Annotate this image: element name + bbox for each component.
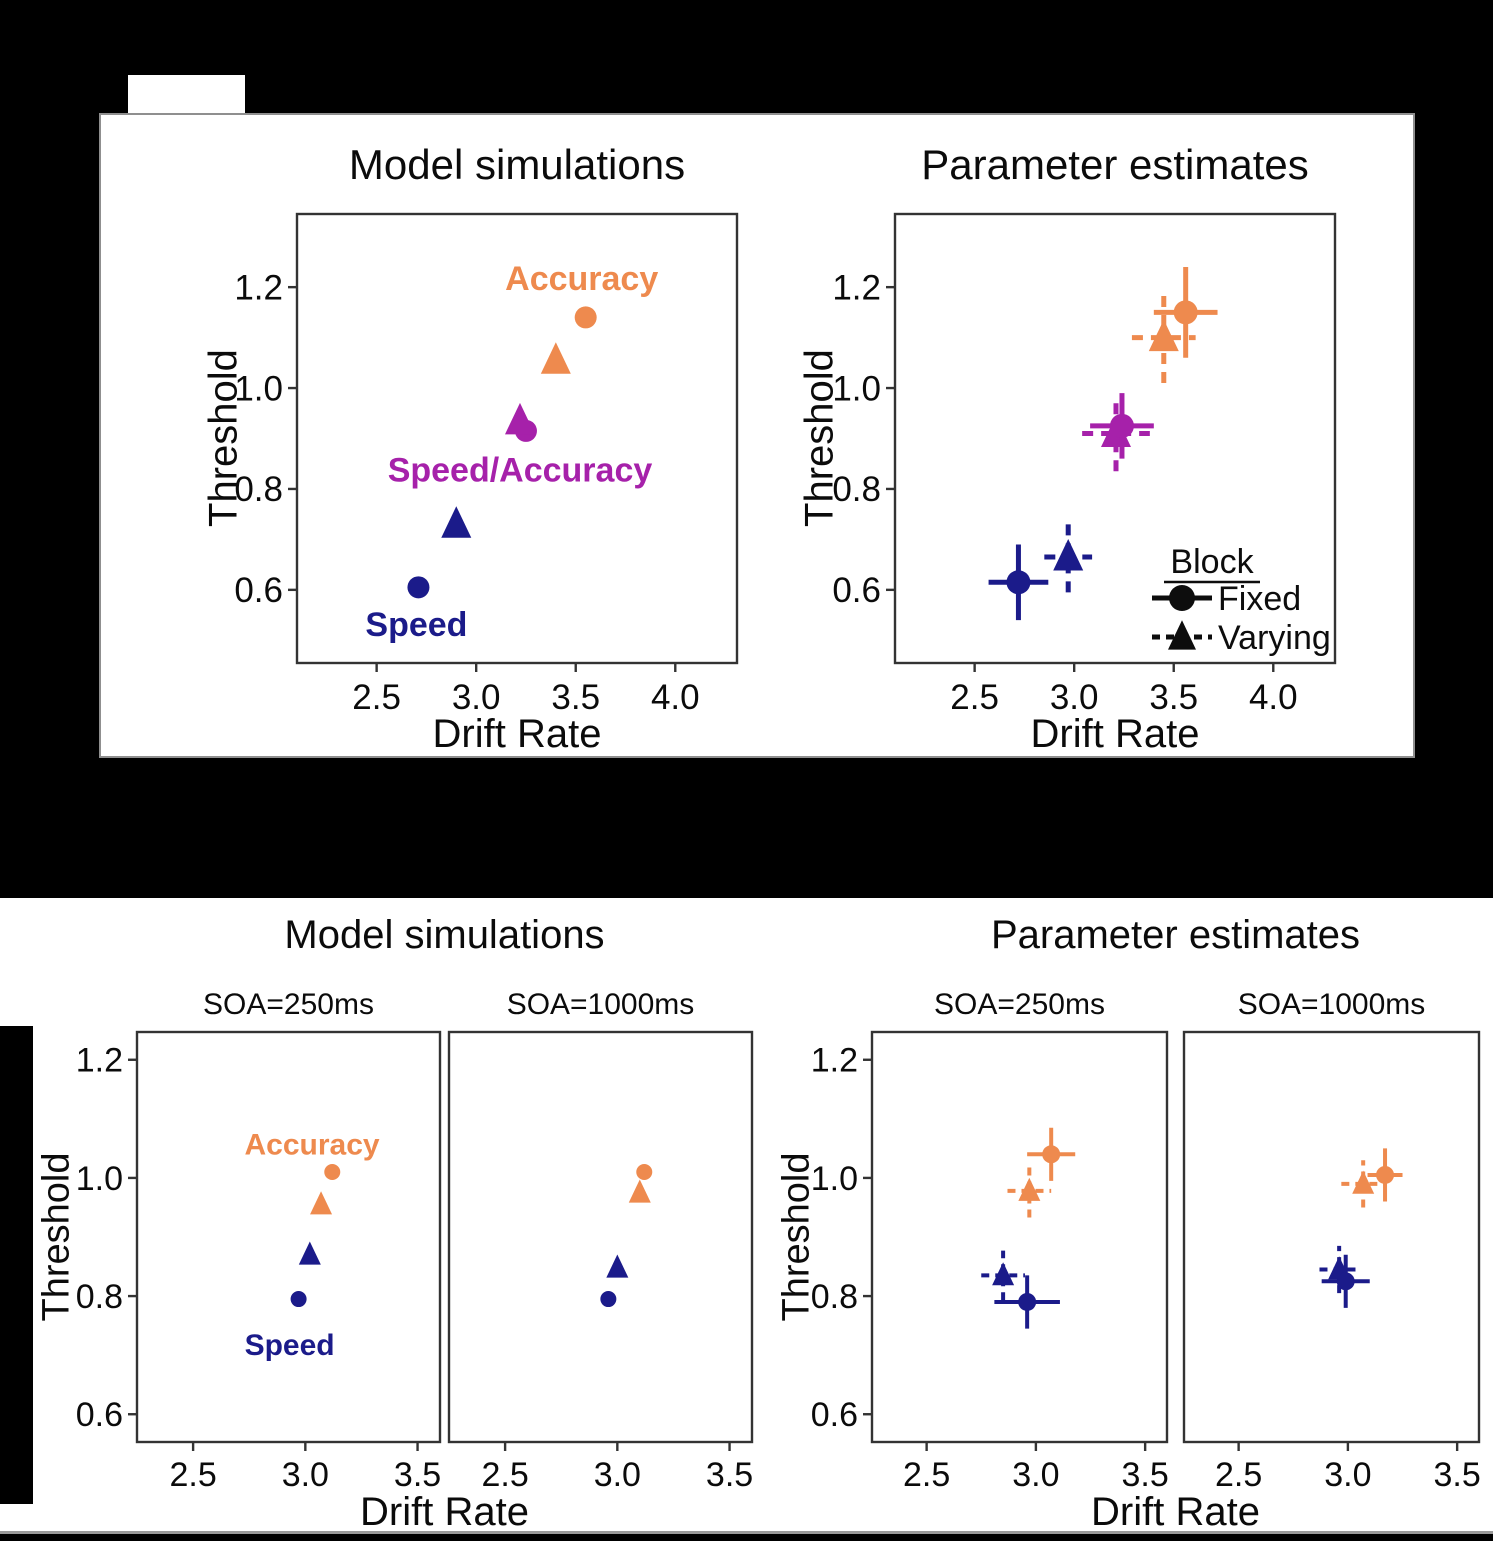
facet-label-sim-250: SOA=250ms <box>203 988 374 1021</box>
panel-a-est-ylabel: Threshold <box>797 349 842 527</box>
x-tick-label: 3.0 <box>1012 1456 1059 1494</box>
y-tick-label: 1.0 <box>832 369 881 408</box>
x-tick-label: 3.5 <box>1149 678 1198 717</box>
panel-a-sim-ylabel: Threshold <box>201 349 246 527</box>
y-tick-label: 0.8 <box>234 470 283 509</box>
marker-accuracy-varying <box>1018 1177 1041 1201</box>
plot-box-b_est_1000 <box>1182 1030 1481 1444</box>
plot-box-b_est_250 <box>870 1030 1169 1444</box>
marker-speed-fixed <box>600 1291 617 1308</box>
marker-speed-varying <box>606 1254 629 1278</box>
plot-box-a_est <box>893 212 1337 665</box>
marker-accuracy-fixed <box>1173 300 1198 325</box>
legend-key-triangle-varying <box>1168 620 1196 650</box>
legend-item-varying: Varying <box>1218 619 1331 657</box>
marker-speed-fixed <box>1006 570 1031 595</box>
panel-b-background <box>0 898 1493 1534</box>
panel-a-est-title: Parameter estimates <box>921 141 1309 188</box>
marker-speed-accuracy-varying <box>504 402 535 435</box>
marker-accuracy-varying <box>310 1191 333 1215</box>
panel-b-sim-xlabel: Drift Rate <box>360 1490 529 1534</box>
marker-accuracy-fixed <box>324 1164 341 1181</box>
marker-speed-fixed <box>407 576 430 599</box>
annotation-speed: Speed <box>245 1329 335 1362</box>
marker-accuracy-fixed <box>636 1164 653 1181</box>
panel-a-background <box>99 113 1415 758</box>
facet-label-est-250: SOA=250ms <box>934 988 1105 1021</box>
x-tick-label: 2.5 <box>481 1456 528 1494</box>
marker-speed-varying <box>1053 539 1084 571</box>
y-tick-label: 1.2 <box>832 268 881 307</box>
y-tick-label: 1.2 <box>811 1042 858 1080</box>
marker-speed-varying <box>441 506 472 538</box>
x-tick-label: 3.5 <box>394 1456 441 1494</box>
y-tick-label: 1.2 <box>234 268 283 307</box>
x-tick-label: 2.5 <box>352 678 401 717</box>
x-tick-label: 3.5 <box>1434 1456 1481 1494</box>
marker-accuracy-varying <box>1148 319 1179 352</box>
panel-a-label-notch <box>128 75 245 117</box>
marker-speed-fixed <box>1336 1272 1355 1291</box>
panel-b-est-ylabel: Threshold <box>775 1152 818 1322</box>
y-tick-label: 0.6 <box>234 571 283 610</box>
x-tick-label: 2.5 <box>169 1456 216 1494</box>
panel-a-est-xlabel: Drift Rate <box>1030 712 1200 756</box>
y-tick-label: 1.0 <box>811 1160 858 1198</box>
x-tick-label: 2.5 <box>950 678 999 717</box>
panel-a-sim-title: Model simulations <box>348 141 686 188</box>
y-tick-label: 1.0 <box>234 369 283 408</box>
y-tick-label: 0.8 <box>811 1278 858 1316</box>
y-tick-label: 0.6 <box>832 571 881 610</box>
y-tick-label: 1.2 <box>76 1042 123 1080</box>
marker-speed-varying <box>992 1262 1015 1286</box>
marker-accuracy-fixed <box>574 306 597 329</box>
legend-key-circle-fixed <box>1169 585 1195 611</box>
y-tick-label: 0.8 <box>832 470 881 509</box>
facet-label-sim-1000: SOA=1000ms <box>506 988 695 1021</box>
x-tick-label: 3.0 <box>1324 1456 1371 1494</box>
marker-speed-varying <box>298 1241 321 1265</box>
plot-box-a_sim <box>295 212 739 665</box>
annotation-speed: Speed <box>365 606 467 644</box>
x-tick-label: 3.5 <box>706 1456 753 1494</box>
marker-accuracy-varying <box>1352 1170 1375 1194</box>
x-tick-label: 4.0 <box>1249 678 1298 717</box>
marker-accuracy-fixed <box>1376 1165 1395 1184</box>
y-tick-label: 0.8 <box>76 1278 123 1316</box>
y-tick-label: 1.0 <box>76 1160 123 1198</box>
panel-b-sim-title: Model simulations <box>284 913 605 957</box>
panel-b-est-title: Parameter estimates <box>990 913 1361 957</box>
legend-title: Block <box>1170 543 1254 581</box>
plot-box-b_sim_250 <box>135 1030 442 1444</box>
x-tick-label: 3.0 <box>594 1456 641 1494</box>
x-tick-label: 3.0 <box>282 1456 329 1494</box>
marker-speed-fixed <box>1018 1292 1037 1311</box>
panel-b-est-xlabel: Drift Rate <box>1091 1490 1260 1534</box>
x-tick-label: 3.5 <box>551 678 600 717</box>
plot-box-b_sim_1000 <box>447 1030 754 1444</box>
marker-accuracy-varying <box>540 342 571 374</box>
marker-speed-accuracy-fixed <box>1109 413 1134 438</box>
panel-b-sim-ylabel: Threshold <box>35 1152 78 1322</box>
facet-label-est-1000: SOA=1000ms <box>1237 988 1426 1021</box>
annotation-speed-accuracy: Speed/Accuracy <box>388 452 653 490</box>
legend-item-fixed: Fixed <box>1218 580 1301 618</box>
x-tick-label: 4.0 <box>651 678 700 717</box>
annotation-accuracy: Accuracy <box>245 1129 380 1162</box>
y-tick-label: 0.6 <box>811 1396 858 1434</box>
x-tick-label: 3.0 <box>1050 678 1099 717</box>
x-tick-label: 2.5 <box>903 1456 950 1494</box>
panel-b-left-black-strip <box>0 1026 33 1504</box>
marker-accuracy-fixed <box>1042 1145 1061 1164</box>
x-tick-label: 3.5 <box>1122 1456 1169 1494</box>
x-tick-label: 2.5 <box>1215 1456 1262 1494</box>
marker-speed-fixed <box>290 1291 307 1308</box>
marker-accuracy-varying <box>628 1179 651 1203</box>
x-tick-label: 3.0 <box>452 678 501 717</box>
panel-a-sim-xlabel: Drift Rate <box>432 712 602 756</box>
annotation-accuracy: Accuracy <box>505 260 658 298</box>
y-tick-label: 0.6 <box>76 1396 123 1434</box>
